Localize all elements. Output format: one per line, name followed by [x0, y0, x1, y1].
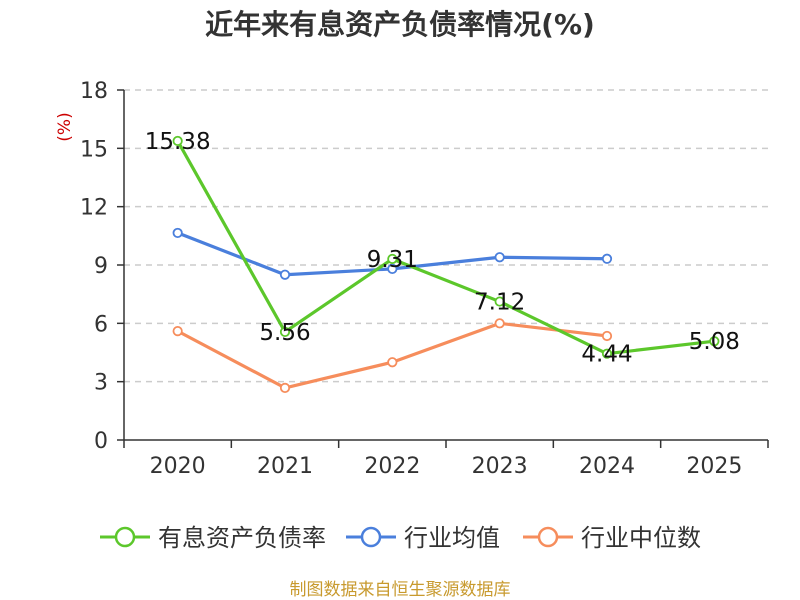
- data-point[interactable]: [601, 330, 613, 342]
- x-tick-label: 2024: [579, 454, 635, 479]
- series-lines: [172, 135, 720, 393]
- data-point[interactable]: [172, 326, 183, 337]
- x-tick-label: 2023: [472, 454, 528, 479]
- y-tick-label: 18: [80, 79, 108, 104]
- data-label: 9.31: [367, 247, 418, 273]
- data-point[interactable]: [601, 348, 613, 359]
- data-point[interactable]: [279, 326, 291, 337]
- y-tick-label: 3: [94, 371, 108, 396]
- grid-lines: [124, 89, 768, 383]
- series-line: [176, 321, 608, 390]
- y-tick-label: 12: [80, 196, 108, 221]
- legend-item-label[interactable]: 有息资产负债率: [158, 524, 326, 552]
- data-label: 4.44: [581, 342, 632, 368]
- data-label: 15.38: [145, 129, 211, 155]
- source-note: 制图数据来自恒生聚源数据库: [290, 580, 511, 600]
- data-label: 7.12: [474, 290, 525, 316]
- legend-item-label[interactable]: 行业中位数: [581, 524, 701, 552]
- data-point[interactable]: [709, 336, 720, 347]
- series-line: [176, 140, 715, 356]
- y-tick-label: 6: [94, 312, 108, 337]
- data-point[interactable]: [172, 135, 183, 147]
- data-point[interactable]: [494, 318, 505, 329]
- data-label: 5.56: [259, 320, 310, 346]
- y-tick-label: 9: [94, 254, 108, 279]
- x-tick-label: 2025: [686, 454, 742, 479]
- data-point[interactable]: [387, 253, 398, 265]
- data-point[interactable]: [387, 263, 398, 274]
- y-unit-label: (%): [55, 112, 75, 141]
- x-tick-label: 2021: [257, 454, 313, 479]
- legend-item-label[interactable]: 行业均值: [404, 524, 500, 552]
- legend-swatch-marker: [360, 526, 382, 548]
- x-tick-label: 2020: [150, 454, 206, 479]
- data-point[interactable]: [494, 252, 505, 263]
- legend[interactable]: 有息资产负债率 行业均值 行业中位数: [100, 524, 701, 552]
- data-point[interactable]: [494, 296, 505, 307]
- legend-swatch-marker: [537, 526, 559, 548]
- x-tick-label: 2022: [364, 454, 420, 479]
- data-point[interactable]: [601, 253, 613, 264]
- y-tick-label: 15: [80, 137, 108, 162]
- axes: 0 3 6 9 12 15 18 2020 2021 2022 2023 2024 2025: [80, 79, 769, 479]
- data-point[interactable]: [387, 357, 398, 368]
- chart-title: 近年来有息资产负债率情况(%): [205, 8, 595, 41]
- data-labels: 15.38 5.56 9.31 7.12 4.44 5.08: [145, 129, 740, 368]
- legend-swatch-marker: [114, 526, 136, 548]
- data-label: 5.08: [689, 329, 740, 355]
- data-point[interactable]: [279, 382, 291, 393]
- y-tick-label: 0: [94, 429, 108, 454]
- data-point[interactable]: [172, 227, 183, 239]
- data-point[interactable]: [279, 269, 291, 280]
